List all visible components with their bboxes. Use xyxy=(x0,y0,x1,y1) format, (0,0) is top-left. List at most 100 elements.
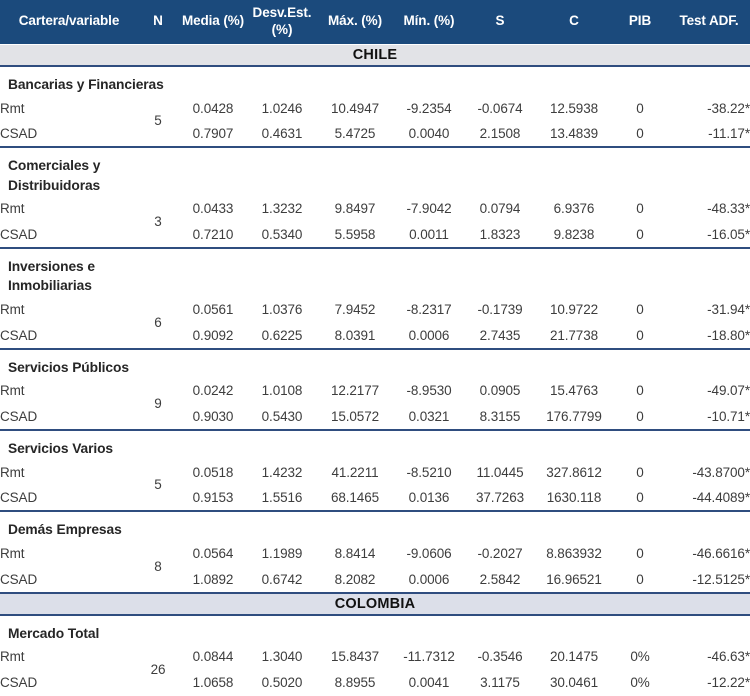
cell-max: 41.2211 xyxy=(331,464,379,480)
cell-min: 0.0136 xyxy=(394,485,464,513)
cell-media: 0.9092 xyxy=(178,322,248,350)
col-header-media: Media (%) xyxy=(178,0,248,44)
cell-max: 8.8414 xyxy=(334,546,376,561)
cell-adf: -16.05* xyxy=(668,221,750,249)
cell-pib: 0 xyxy=(612,403,668,431)
group-title: Inversiones e Inmobiliarias xyxy=(8,258,95,294)
data-row-rmt: Rmt 5 0.0518 1.4232 41.2211 -8.5210 11.0445 327… xyxy=(0,459,750,513)
variable-label: CSAD xyxy=(0,571,38,587)
cell-desv: 1.0108 xyxy=(261,383,303,399)
data-row-csad: CSAD 0.9153 1.5516 68.1465 0.0136 37.7263 1630… xyxy=(0,485,750,513)
cell-desv: 0.4631 xyxy=(248,121,316,149)
cell-min: -7.9042 xyxy=(406,201,452,217)
cell-s: -0.0674 xyxy=(477,100,523,116)
cell-max: 5.5958 xyxy=(316,221,394,249)
cell-pib: 0 xyxy=(636,100,644,116)
cell-min: 0.0006 xyxy=(408,571,450,587)
data-row-rmt: Rmt 6 0.0561 1.0376 7.9452 -8.2317 -0.1739 10.9… xyxy=(0,296,750,350)
cell-adf: -12.22* xyxy=(707,675,750,691)
cell-c: 6.9376 xyxy=(553,201,595,217)
cell-c: 176.7799 xyxy=(536,403,612,431)
section-label: COLOMBIA xyxy=(0,591,750,616)
cell-min: -8.2317 xyxy=(406,302,452,318)
cell-pib: 0 xyxy=(636,201,644,217)
cell-c: 15.4763 xyxy=(549,383,599,399)
group-title-row: Servicios Varios xyxy=(0,430,750,459)
cell-desv: 0.6742 xyxy=(261,571,303,587)
data-row-rmt: Rmt 26 0.0844 1.3040 15.8437 -11.7312 -0.3546 2… xyxy=(0,644,750,677)
data-row-csad: CSAD 0.9030 0.5430 15.0572 0.0321 8.3155 176.7… xyxy=(0,403,750,431)
cell-min: 0.0040 xyxy=(394,121,464,149)
cell-desv: 0.5340 xyxy=(248,221,316,249)
cell-min: -11.7312 xyxy=(403,649,455,665)
group-title-row: Comerciales y Distribuidoras xyxy=(0,147,750,196)
cell-pib: 0 xyxy=(612,121,668,149)
cell-adf: -31.94* xyxy=(707,302,750,318)
cell-s: -0.1739 xyxy=(477,302,523,318)
cell-desv: 1.5516 xyxy=(248,485,316,513)
data-row-csad: CSAD 1.0658 0.5020 8.8955 0.0041 3.1175 30.046… xyxy=(0,670,750,696)
cell-n: 5 xyxy=(138,459,178,513)
cell-media: 0.9030 xyxy=(178,403,248,431)
cell-pib: 0 xyxy=(612,485,668,513)
cell-pib: 0 xyxy=(612,322,668,350)
cell-media: 0.0518 xyxy=(192,464,234,480)
cell-pib: 0 xyxy=(636,464,644,480)
col-header-desv: Desv.Est. (%) xyxy=(248,0,316,44)
cell-media: 0.7210 xyxy=(178,221,248,249)
data-row-rmt: Rmt 3 0.0433 1.3232 9.8497 -7.9042 0.0794 6.937… xyxy=(0,195,750,249)
data-row-rmt: Rmt 9 0.0242 1.0108 12.2177 -8.9530 0.0905 15.4… xyxy=(0,377,750,431)
cell-pib: 0 xyxy=(636,302,644,318)
cell-media: 0.0242 xyxy=(192,383,234,399)
cell-adf: -46.6616* xyxy=(692,546,750,561)
cell-adf: -12.5125* xyxy=(692,571,750,587)
cell-s: 0.0794 xyxy=(479,201,521,217)
cell-s: 3.1175 xyxy=(480,675,520,691)
group-title: Demás Empresas xyxy=(8,522,122,538)
cell-s: 1.8323 xyxy=(464,221,536,249)
cell-max: 7.9452 xyxy=(334,302,376,318)
data-row-rmt: Rmt 5 0.0428 1.0246 10.4947 -9.2354 -0.0674 12.… xyxy=(0,95,750,149)
cell-s: 0.0905 xyxy=(479,383,521,399)
col-header-min: Mín. (%) xyxy=(394,0,464,44)
variable-label: Rmt xyxy=(0,383,25,399)
group-title: Bancarias y Financieras xyxy=(8,77,164,92)
cell-adf: -49.07* xyxy=(707,383,750,399)
cell-media: 0.0844 xyxy=(192,649,234,665)
cell-min: -8.9530 xyxy=(406,383,452,399)
cell-desv: 1.4232 xyxy=(261,464,303,480)
cell-media: 1.0892 xyxy=(192,571,234,587)
cell-n: 8 xyxy=(154,558,162,574)
group-title: Comerciales y Distribuidoras xyxy=(8,158,101,193)
cell-c: 21.7738 xyxy=(536,322,612,350)
cell-adf: -48.33* xyxy=(707,201,750,217)
cell-max: 12.2177 xyxy=(330,383,380,399)
variable-label: Rmt xyxy=(0,649,25,665)
cell-adf: -44.4089* xyxy=(668,485,750,513)
cell-c: 9.8238 xyxy=(536,221,612,249)
cell-max: 15.8437 xyxy=(330,649,380,665)
cell-max: 8.2082 xyxy=(334,571,376,587)
group-title: Mercado Total xyxy=(8,625,100,641)
cell-c: 30.0461 xyxy=(549,675,599,691)
cell-s: -0.2027 xyxy=(477,546,523,561)
section-band-row: CHILE xyxy=(0,43,750,67)
col-header-adf: Test ADF. xyxy=(668,0,750,44)
group-title-row: Mercado Total xyxy=(0,615,750,644)
cell-media: 0.9153 xyxy=(178,485,248,513)
cell-desv: 0.5430 xyxy=(248,403,316,431)
variable-label: CSAD xyxy=(0,675,38,691)
cell-pib: 0% xyxy=(630,675,650,691)
cell-min: -8.5210 xyxy=(406,464,452,480)
variable-label: Rmt xyxy=(0,464,25,480)
group-title-row: Servicios Públicos xyxy=(0,349,750,378)
cell-adf: -18.80* xyxy=(668,322,750,350)
cell-adf: -38.22* xyxy=(707,100,750,116)
cell-s: 11.0445 xyxy=(476,464,524,480)
col-header-s: S xyxy=(464,0,536,44)
variable-label: Rmt xyxy=(0,201,25,217)
cell-adf: -46.63* xyxy=(707,649,750,665)
col-header-c: C xyxy=(536,0,612,44)
variable-label: Rmt xyxy=(0,302,25,318)
